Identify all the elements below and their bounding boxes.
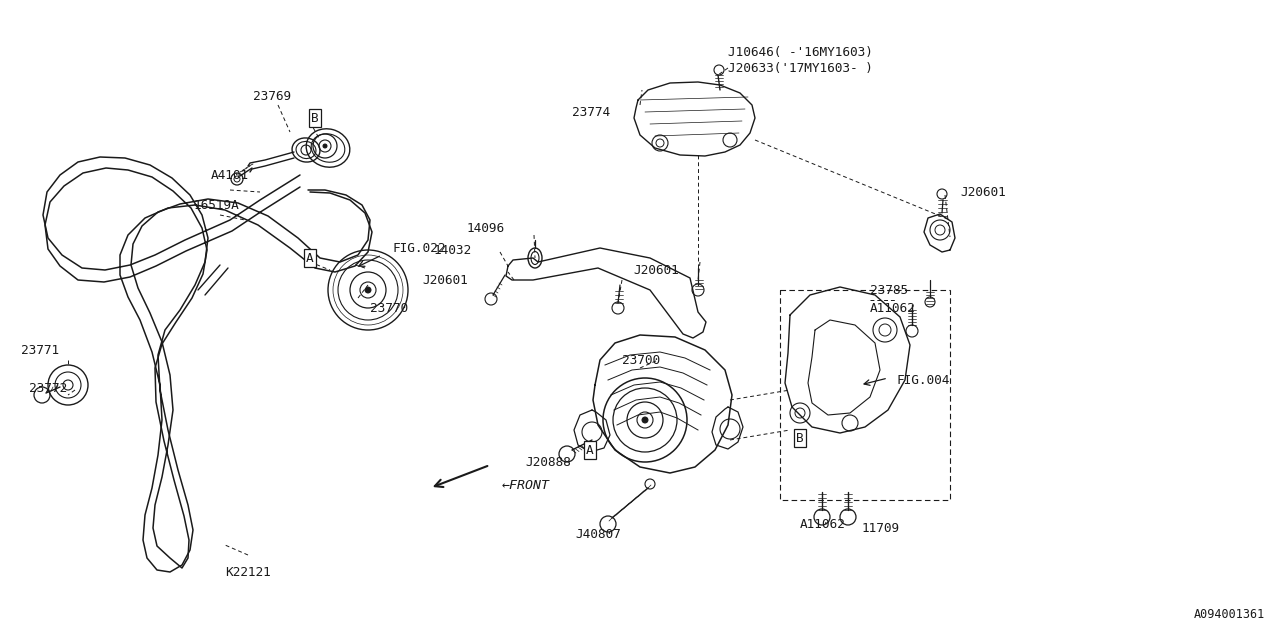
Text: A11062: A11062 — [800, 518, 846, 531]
Text: 23772: 23772 — [29, 381, 67, 394]
Text: A: A — [306, 252, 314, 264]
Text: A: A — [586, 444, 594, 456]
Text: A4101: A4101 — [211, 168, 250, 182]
Text: J20633('17MY1603- ): J20633('17MY1603- ) — [728, 61, 873, 74]
Text: 23769: 23769 — [253, 90, 291, 102]
Circle shape — [643, 417, 648, 423]
Text: 14032: 14032 — [434, 243, 472, 257]
Text: ←FRONT: ←FRONT — [502, 479, 550, 492]
Text: B: B — [311, 111, 319, 125]
Text: 23700: 23700 — [622, 353, 660, 367]
Text: J10646( -'16MY1603): J10646( -'16MY1603) — [728, 45, 873, 58]
Text: A11062: A11062 — [870, 301, 915, 314]
Text: 14096: 14096 — [467, 221, 506, 234]
Text: 23785: 23785 — [870, 284, 908, 296]
Text: FIG.004: FIG.004 — [896, 374, 950, 387]
Circle shape — [365, 287, 371, 293]
Text: 23771: 23771 — [20, 344, 59, 356]
Text: J20601: J20601 — [634, 264, 678, 276]
Text: 23774: 23774 — [572, 106, 611, 118]
Text: 23770: 23770 — [370, 301, 408, 314]
Text: K22121: K22121 — [225, 566, 271, 579]
Text: 16519A: 16519A — [193, 198, 239, 211]
Text: J20601: J20601 — [960, 186, 1006, 198]
Text: J20601: J20601 — [422, 273, 468, 287]
Text: FIG.022: FIG.022 — [392, 241, 445, 255]
Text: A094001361: A094001361 — [1194, 609, 1265, 621]
Circle shape — [323, 144, 326, 148]
Text: B: B — [796, 431, 804, 445]
Text: J40807: J40807 — [575, 529, 621, 541]
Text: 11709: 11709 — [861, 522, 900, 534]
Text: J20888: J20888 — [525, 456, 571, 468]
